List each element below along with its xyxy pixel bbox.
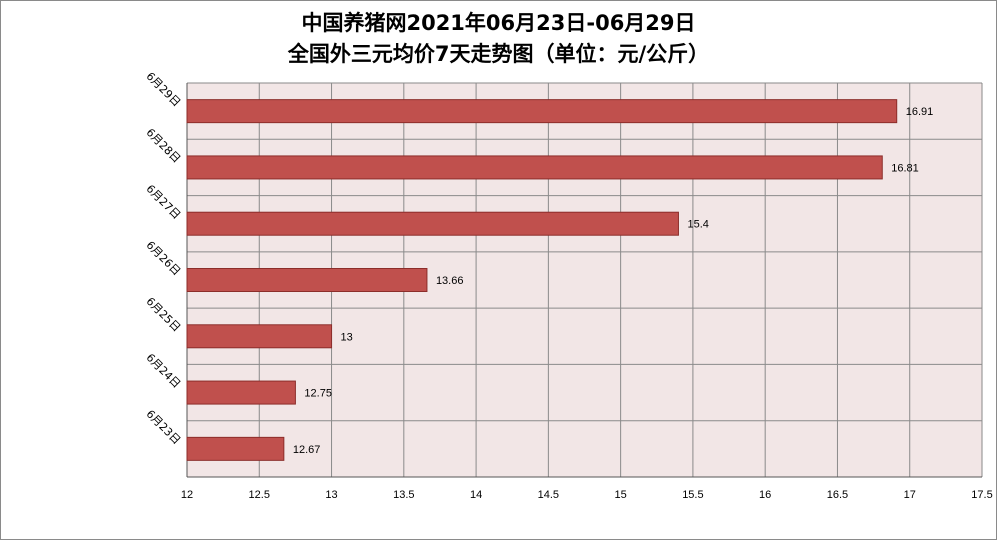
y-category-label: 6月27日	[143, 182, 183, 222]
x-tick-label: 13	[325, 489, 337, 501]
data-label: 16.91	[906, 106, 934, 118]
chart-title-line1: 中国养猪网2021年06月23日-06月29日	[301, 11, 696, 35]
chart-title: 中国养猪网2021年06月23日-06月29日 全国外三元均价7天走势图（单位：…	[0, 8, 997, 70]
data-label: 12.75	[304, 388, 332, 400]
x-tick-label: 13.5	[393, 489, 414, 501]
x-tick-label: 17	[904, 489, 916, 501]
y-category-label: 6月28日	[143, 126, 183, 166]
data-label: 13	[341, 331, 353, 343]
chart-title-line2: 全国外三元均价7天走势图（单位：元/公斤）	[287, 42, 710, 66]
x-tick-label: 14.5	[538, 489, 559, 501]
y-category-label: 6月24日	[143, 351, 183, 391]
x-tick-label: 16	[759, 489, 771, 501]
x-tick-label: 15.5	[682, 489, 703, 501]
bar	[186, 380, 296, 405]
y-category-label: 6月25日	[143, 295, 183, 335]
data-label: 12.67	[293, 444, 321, 456]
y-category-label: 6月23日	[143, 407, 183, 447]
x-tick-label: 15	[615, 489, 627, 501]
data-label: 15.4	[687, 219, 708, 231]
bar	[186, 155, 883, 180]
x-tick-label: 16.5	[827, 489, 848, 501]
data-label: 16.81	[891, 162, 919, 174]
x-tick-label: 12	[181, 489, 193, 501]
y-category-label: 6月29日	[143, 70, 183, 110]
bar	[186, 436, 285, 461]
y-category-label: 6月26日	[143, 239, 183, 279]
data-label: 13.66	[436, 275, 464, 287]
x-tick-label: 14	[470, 489, 482, 501]
bar	[186, 99, 898, 124]
bar	[186, 268, 428, 292]
bar	[186, 211, 679, 236]
x-tick-label: 17.5	[971, 489, 992, 501]
bar	[186, 324, 333, 349]
x-tick-label: 12.5	[249, 489, 270, 501]
